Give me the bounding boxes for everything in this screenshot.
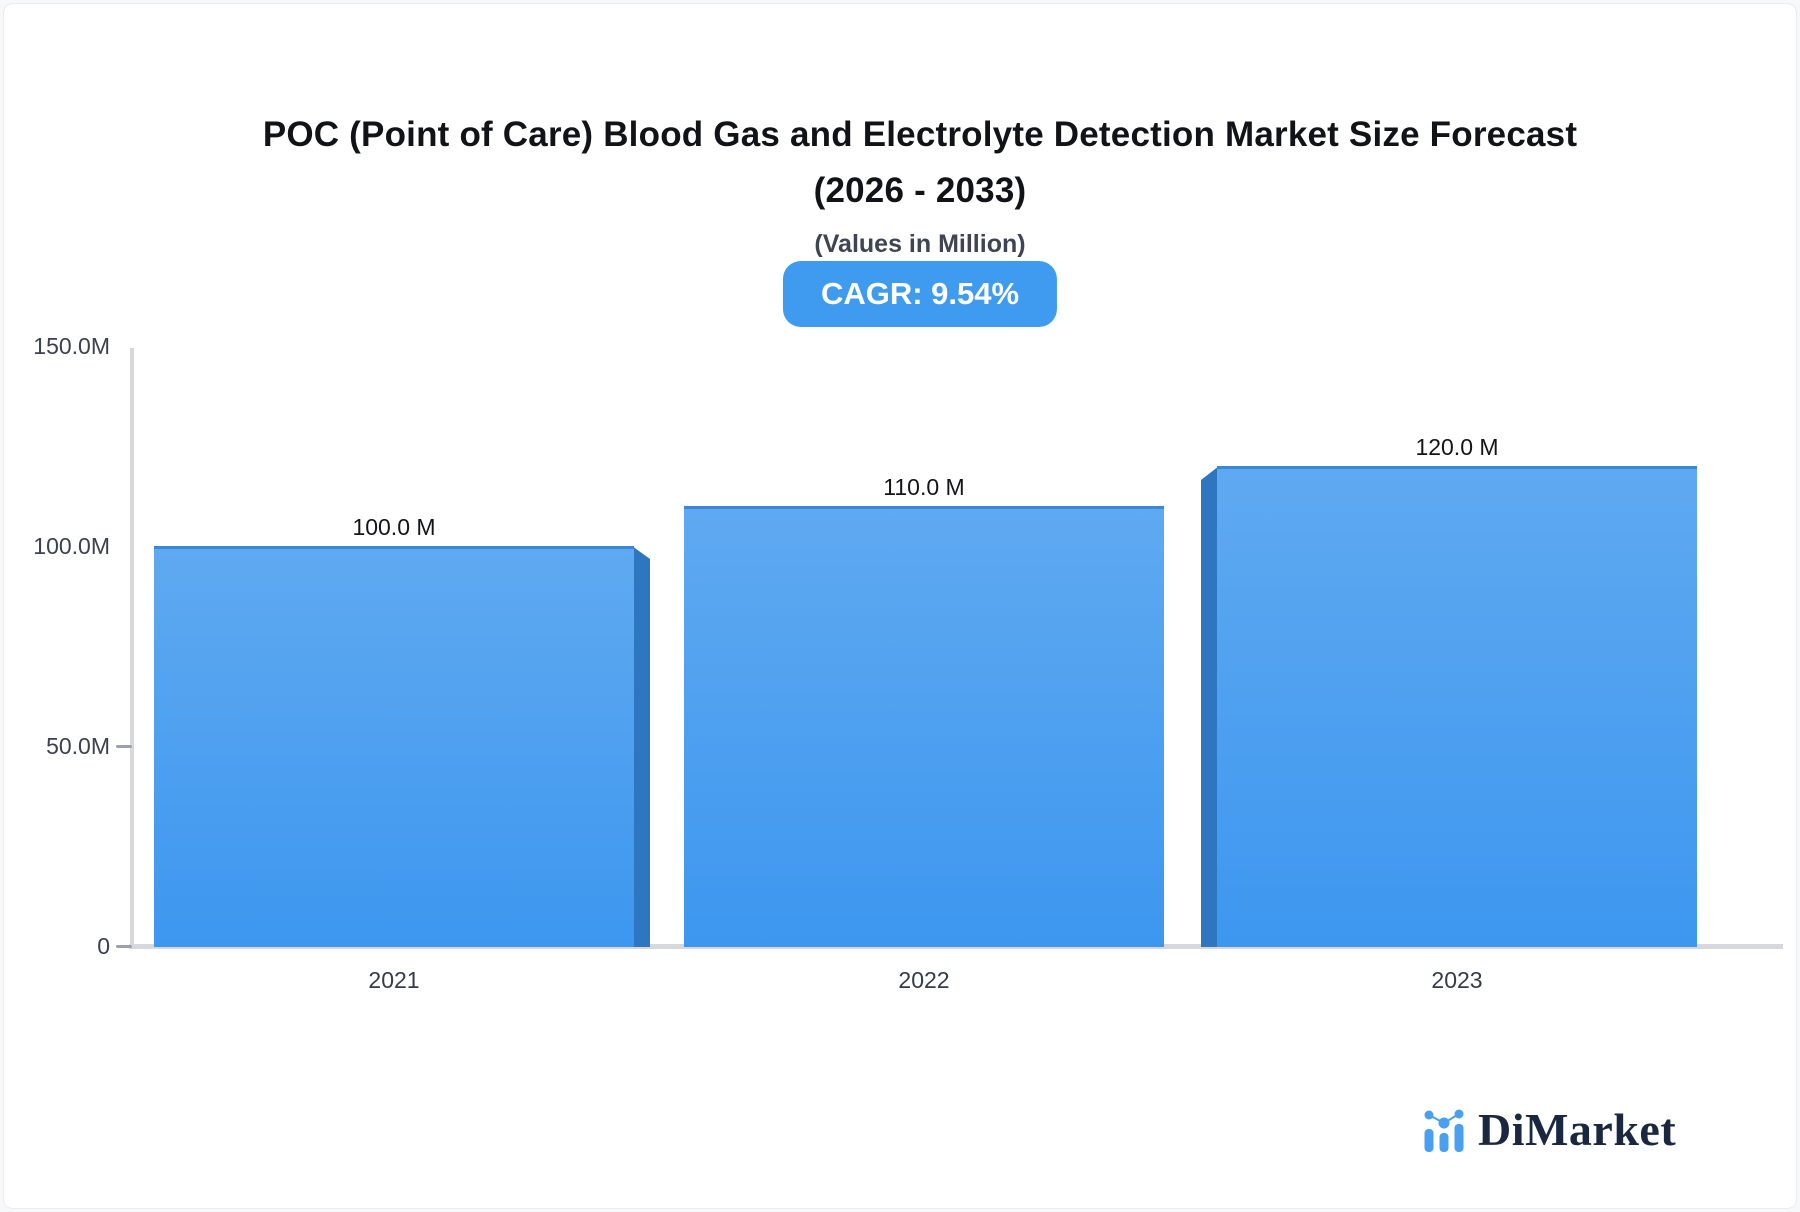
y-axis-line [130,348,134,948]
logo-text: DiMarket [1478,1103,1677,1155]
cagr-badge: CAGR: 9.54% [782,261,1058,327]
chart-title-line2: (2026 - 2033) [813,171,1027,210]
y-tick-label: 50.0M [46,733,110,759]
y-tick-label: 0 [97,933,110,959]
bar-value-label: 100.0 M [352,514,436,540]
bar-3d-side-face [1201,466,1219,947]
chart-card: POC (Point of Care) Blood Gas and Electr… [3,3,1797,1209]
y-tick-label: 100.0M [33,533,110,559]
x-tick-label: 2021 [368,967,420,993]
x-tick-label: 2022 [898,967,950,993]
chart-title: POC (Point of Care) Blood Gas and Electr… [4,107,1796,219]
chart-subtitle: (Values in Million) [814,230,1026,258]
dimarket-logo: DiMarket [1422,1098,1676,1160]
bar-value-label: 110.0 M [883,474,965,500]
bar-2021 [154,546,634,947]
bar-2022 [684,506,1164,947]
x-tick-label: 2023 [1431,967,1483,993]
y-tick-mark [116,945,132,948]
bar-3d-side-face [632,546,650,947]
bar-2023 [1217,466,1697,947]
y-tick-mark [116,745,132,748]
chart-title-line1: POC (Point of Care) Blood Gas and Electr… [262,115,1578,154]
bar-value-label: 120.0 M [1415,434,1499,460]
y-tick-label: 150.0M [33,333,110,359]
bar-chart-logo-icon [1424,1109,1464,1152]
